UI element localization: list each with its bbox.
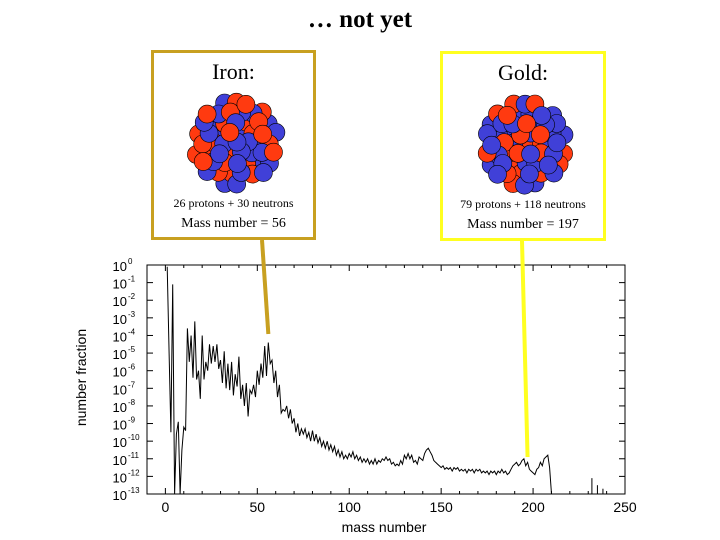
y-axis-label: number fraction: [73, 329, 89, 426]
gold-info-box: Gold: 79 protons + 118 neutrons Mass num…: [440, 51, 606, 241]
chart-curve-layer: [166, 266, 604, 495]
iron-info-box: Iron: 26 protons + 30 neutrons Mass numb…: [151, 50, 316, 240]
iron-connector-line: [260, 239, 271, 335]
y-tick-exponent: -10: [128, 433, 140, 442]
x-tick-label: 250: [613, 499, 637, 515]
x-tick-label: 150: [429, 499, 453, 515]
y-tick-exponent: -1: [128, 275, 136, 284]
neutron-sphere: [210, 144, 229, 164]
y-tick-exponent: -9: [128, 416, 136, 425]
y-tick-label: 10: [113, 382, 127, 397]
y-tick-label: 10: [113, 312, 127, 327]
proton-sphere: [253, 124, 272, 144]
y-tick-exponent: -12: [128, 468, 140, 477]
neutron-sphere: [482, 135, 501, 155]
y-tick-label: 10: [113, 294, 127, 309]
neutron-sphere: [539, 155, 558, 175]
proton-sphere: [517, 114, 536, 134]
iron-composition: 26 protons + 30 neutrons: [173, 196, 294, 210]
x-tick-label: 200: [521, 499, 545, 515]
y-tick-label: 10: [113, 329, 127, 344]
y-tick-label: 10: [113, 418, 127, 433]
neutron-sphere: [532, 106, 551, 125]
y-tick-label: 10: [113, 365, 127, 380]
neutron-sphere: [488, 165, 507, 184]
y-tick-exponent: -2: [128, 292, 136, 301]
gold-connector-line: [520, 240, 530, 458]
y-tick-exponent: -13: [128, 486, 140, 495]
proton-sphere: [497, 105, 517, 125]
gold-label: Gold:: [497, 60, 549, 85]
gold-composition: 79 protons + 118 neutrons: [460, 197, 586, 211]
x-tick-label: 100: [338, 499, 362, 515]
x-tick-label: 50: [250, 499, 266, 515]
y-tick-exponent: -4: [128, 327, 136, 336]
y-tick-label: 10: [113, 470, 127, 485]
x-axis-label: mass number: [342, 519, 427, 535]
gold-nucleus-icon: [477, 94, 574, 195]
neutron-sphere: [520, 164, 539, 184]
y-tick-label: 10: [113, 435, 127, 450]
slide-title: … not yet: [307, 6, 413, 33]
proton-sphere: [264, 142, 283, 162]
iron-mass-number: Mass number = 56: [181, 216, 286, 231]
iron-nucleus-icon: [187, 92, 286, 194]
proton-sphere: [193, 152, 213, 171]
y-tick-label: 10: [113, 347, 127, 362]
y-tick-label: 10: [113, 277, 127, 292]
proton-sphere: [197, 104, 217, 124]
neutron-sphere: [547, 133, 567, 153]
y-tick-label: 10: [113, 400, 127, 415]
y-tick-exponent: -7: [128, 380, 136, 389]
y-tick-exponent: -6: [128, 363, 136, 372]
y-tick-label: 10: [113, 453, 127, 468]
y-tick-exponent: -11: [128, 451, 140, 460]
gold-mass-number: Mass number = 197: [467, 217, 579, 232]
x-tick-label: 0: [161, 499, 169, 515]
abundance-curve: [166, 266, 552, 495]
y-tick-exponent: -5: [128, 345, 136, 354]
proton-sphere: [220, 123, 240, 142]
neutron-sphere: [254, 163, 273, 182]
y-tick-exponent: 0: [128, 257, 133, 266]
neutron-sphere: [521, 144, 540, 164]
y-tick-exponent: -3: [128, 310, 136, 319]
chart-ticks: [147, 264, 626, 495]
y-tick-exponent: -8: [128, 398, 136, 407]
proton-sphere: [531, 125, 550, 145]
neutron-sphere: [228, 154, 247, 173]
y-tick-label: 10: [113, 259, 127, 274]
proton-sphere: [236, 95, 256, 114]
y-tick-label: 10: [113, 488, 127, 503]
iron-label: Iron:: [212, 59, 255, 84]
